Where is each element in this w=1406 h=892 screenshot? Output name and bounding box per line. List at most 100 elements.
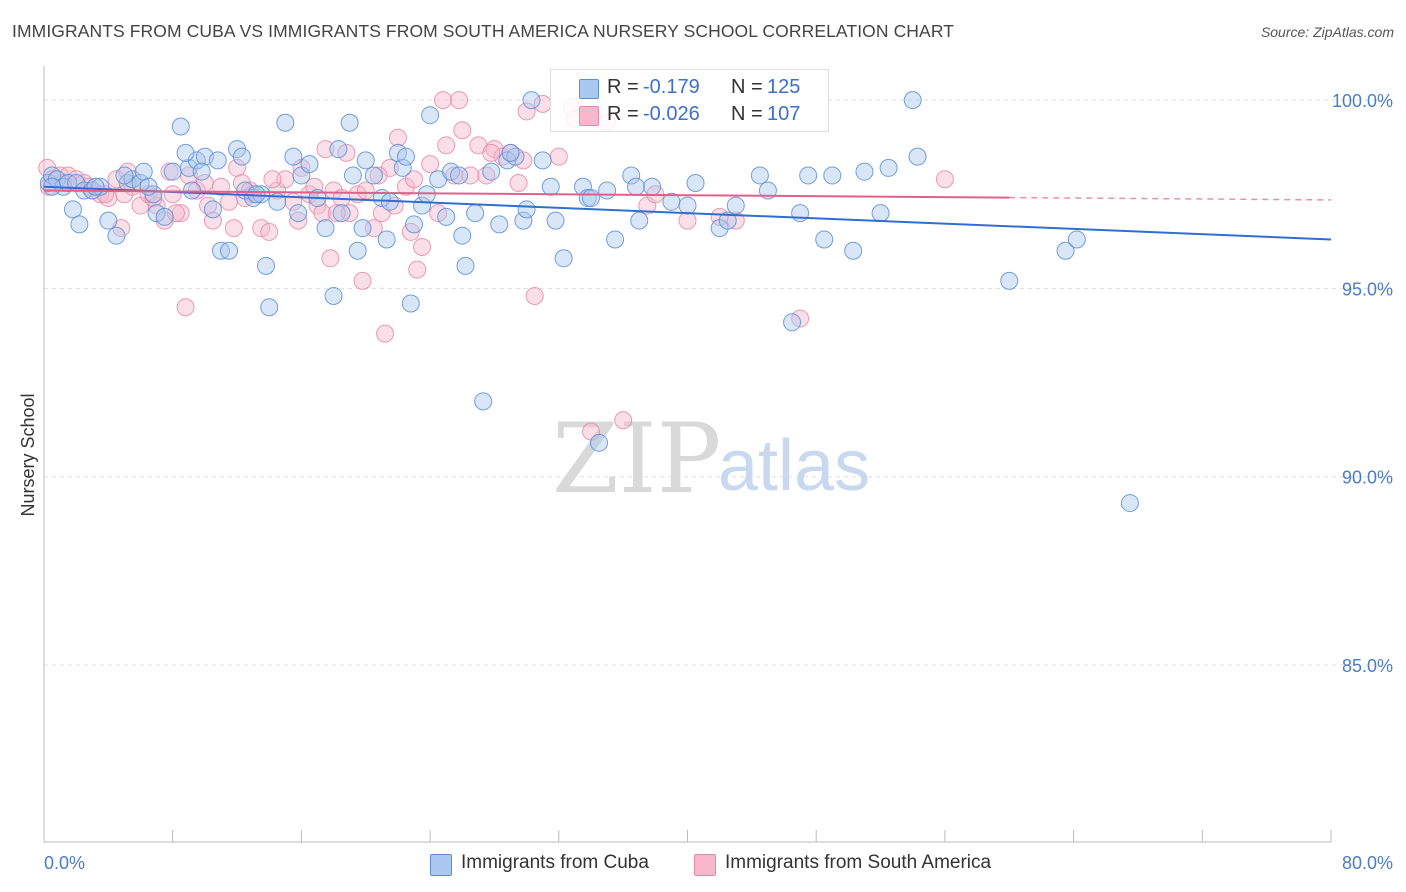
- legend-swatch-cuba: [430, 854, 452, 876]
- data-point: [163, 185, 182, 204]
- data-point: [554, 249, 573, 268]
- data-point: [260, 222, 279, 241]
- data-point: [208, 151, 227, 170]
- data-point: [393, 158, 412, 177]
- data-point: [396, 147, 415, 166]
- data-point: [377, 230, 396, 249]
- data-point: [509, 173, 528, 192]
- data-point: [908, 147, 927, 166]
- data-point: [525, 286, 544, 305]
- data-point: [327, 204, 346, 223]
- legend-swatch-cuba: [579, 79, 599, 99]
- data-point: [421, 155, 440, 174]
- data-point: [305, 177, 324, 196]
- data-point: [289, 211, 308, 230]
- data-point: [1056, 241, 1075, 260]
- data-point: [257, 256, 276, 275]
- data-point: [356, 181, 375, 200]
- data-point: [284, 147, 303, 166]
- data-point: [581, 189, 600, 208]
- data-point: [70, 215, 89, 234]
- data-point: [348, 241, 367, 260]
- legend-r-value: -0.179: [643, 76, 700, 98]
- data-point: [224, 219, 243, 238]
- data-point: [686, 173, 705, 192]
- data-point: [343, 166, 362, 185]
- data-point: [388, 128, 407, 147]
- data-point: [450, 91, 469, 110]
- data-point: [353, 271, 372, 290]
- x-tick-labels: 0.0% 80.0%: [44, 853, 1393, 873]
- legend-r-label: R =: [607, 76, 639, 98]
- legend-swatch-south-america: [579, 106, 599, 126]
- data-point: [176, 298, 195, 317]
- watermark-atlas: atlas: [718, 426, 870, 506]
- data-point: [935, 170, 954, 189]
- data-point: [380, 158, 399, 177]
- data-point: [482, 162, 501, 181]
- series-legend: Immigrants from Cuba Immigrants from Sou…: [0, 851, 1406, 877]
- data-point: [408, 260, 427, 279]
- data-point: [232, 147, 251, 166]
- legend-label-south-america: Immigrants from South America: [725, 852, 992, 873]
- data-point: [456, 256, 475, 275]
- data-point: [726, 196, 745, 215]
- data-point: [171, 117, 190, 136]
- data-point: [879, 158, 898, 177]
- data-point: [329, 140, 348, 159]
- watermark-zip: ZIP: [552, 403, 721, 515]
- data-point: [405, 215, 424, 234]
- data-point: [437, 207, 456, 226]
- y-axis-label: Nursery School: [18, 393, 38, 516]
- data-point: [501, 143, 520, 162]
- y-tick-labels: 100.0% 95.0% 90.0% 85.0%: [1332, 91, 1393, 676]
- data-point: [300, 155, 319, 174]
- axes: [43, 66, 1332, 843]
- chart-title: IMMIGRANTS FROM CUBA VS IMMIGRANTS FROM …: [12, 21, 955, 41]
- data-point: [678, 211, 697, 230]
- data-point: [791, 204, 810, 223]
- source-label: Source: ZipAtlas.com: [1260, 24, 1394, 40]
- data-point: [590, 433, 609, 452]
- data-point: [134, 162, 153, 181]
- data-point: [522, 91, 541, 110]
- x-tick-label: 80.0%: [1342, 853, 1393, 873]
- trend-lines: [43, 185, 1332, 241]
- x-tick-label: 0.0%: [44, 853, 85, 873]
- data-point: [474, 392, 493, 411]
- data-point: [758, 181, 777, 200]
- data-point: [622, 166, 641, 185]
- data-point: [630, 211, 649, 230]
- legend-n-value: 125: [767, 76, 801, 98]
- data-point: [144, 189, 163, 208]
- data-point: [783, 313, 802, 332]
- data-point: [405, 170, 424, 189]
- data-point: [183, 181, 202, 200]
- data-point: [541, 177, 560, 196]
- data-point: [823, 166, 842, 185]
- data-point: [369, 166, 388, 185]
- data-point: [871, 204, 890, 223]
- data-point: [643, 177, 662, 196]
- legend-r-label: R =: [607, 103, 639, 125]
- data-point: [453, 226, 472, 245]
- data-point: [324, 286, 343, 305]
- data-point: [606, 230, 625, 249]
- legend-n-label: N =: [731, 76, 763, 98]
- data-point: [627, 177, 646, 196]
- watermark: ZIP atlas: [552, 403, 870, 515]
- data-point: [514, 211, 533, 230]
- data-point: [220, 241, 239, 260]
- data-point: [546, 211, 565, 230]
- data-point: [903, 91, 922, 110]
- data-point: [413, 237, 432, 256]
- trend-line-cuba: [43, 185, 1332, 241]
- legend-swatch-south-america: [694, 854, 716, 876]
- data-point: [718, 211, 737, 230]
- data-point: [268, 192, 287, 211]
- data-point: [107, 226, 126, 245]
- data-point: [466, 204, 485, 223]
- data-point: [332, 204, 351, 223]
- data-point: [421, 106, 440, 125]
